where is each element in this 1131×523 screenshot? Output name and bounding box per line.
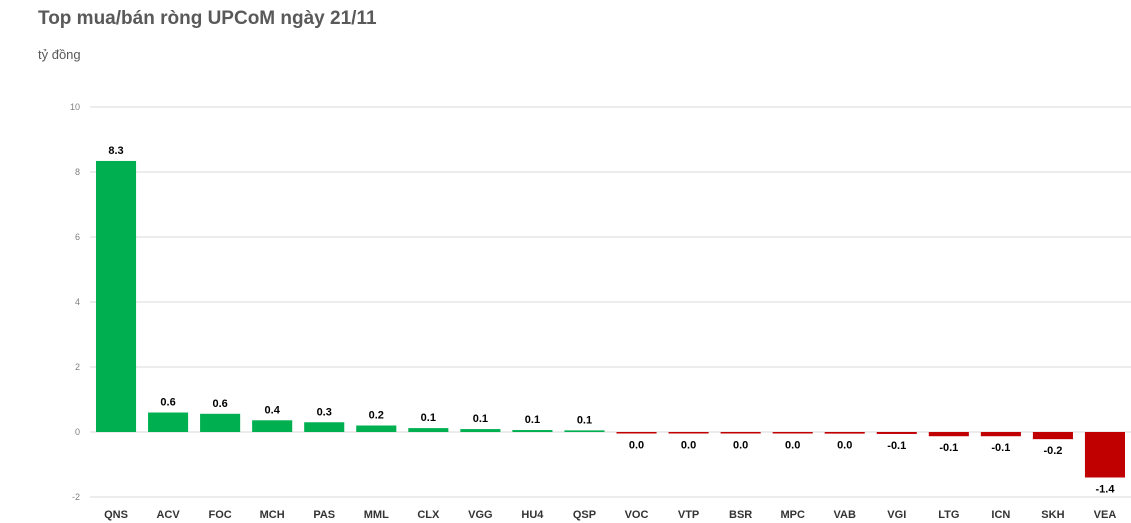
bar: [928, 432, 969, 437]
data-label: 0.0: [785, 440, 800, 452]
category-label: MPC: [780, 509, 805, 521]
category-label: ICN: [991, 509, 1010, 521]
bar: [876, 432, 917, 434]
bar: [304, 422, 345, 432]
category-label: VEA: [1094, 509, 1117, 521]
bar: [460, 429, 501, 432]
data-label: 8.3: [108, 145, 123, 157]
y-tick-label: 6: [75, 232, 80, 242]
data-label: -0.1: [887, 440, 906, 452]
data-label: 0.1: [421, 412, 436, 424]
y-tick-label: 10: [70, 102, 80, 112]
category-label: VGG: [468, 509, 492, 521]
category-label: VAB: [834, 509, 856, 521]
category-label: VOC: [625, 509, 649, 521]
bar: [200, 413, 241, 432]
data-label: 0.6: [160, 397, 175, 409]
category-label: CLX: [417, 509, 440, 521]
data-label: -0.1: [991, 442, 1010, 454]
y-axis-ticks: -2 0 2 4 6 8 10: [70, 102, 80, 502]
bar: [356, 425, 397, 432]
data-label: 0.6: [212, 398, 227, 410]
bar: [668, 432, 709, 434]
bars: [95, 160, 1126, 478]
grid-lines: [90, 106, 1131, 498]
bar: [1084, 432, 1126, 478]
bar: [616, 432, 657, 434]
chart-title: Top mua/bán ròng UPCoM ngày 21/11: [38, 8, 377, 29]
y-tick-label: 2: [75, 362, 80, 372]
data-label: 0.2: [369, 410, 384, 422]
data-label: 0.1: [473, 413, 488, 425]
bar: [1032, 432, 1073, 440]
data-label: 0.1: [577, 414, 592, 426]
data-label: 0.0: [837, 440, 852, 452]
bar: [95, 160, 137, 432]
category-label: VTP: [678, 509, 699, 521]
bar: [824, 432, 865, 434]
bar: [252, 420, 293, 432]
bar: [512, 430, 553, 432]
data-label: 0.0: [681, 440, 696, 452]
bar: [772, 432, 813, 434]
category-label: PAS: [313, 509, 335, 521]
category-label: VGI: [887, 509, 906, 521]
bar: [148, 412, 189, 432]
category-label: SKH: [1041, 509, 1064, 521]
bar: [564, 430, 605, 432]
category-label: QNS: [104, 509, 128, 521]
category-label: LTG: [938, 509, 959, 521]
y-tick-label: 0: [75, 427, 80, 437]
category-label: QSP: [573, 509, 596, 521]
category-labels: QNS ACV FOC MCH PAS MML CLX VGG HU4 QSP VOC VTP BSR M…: [104, 509, 1116, 521]
y-tick-label: 8: [75, 167, 80, 177]
data-label: 0.4: [265, 404, 281, 416]
bar: [408, 428, 449, 432]
data-label: 0.3: [317, 406, 332, 418]
bar: [720, 432, 761, 434]
category-label: HU4: [521, 509, 544, 521]
category-label: FOC: [209, 509, 232, 521]
data-label: -1.4: [1095, 484, 1115, 496]
data-labels: 8.3 0.6 0.6 0.4 0.3 0.2 0.1 0.1 0.1 0.1 0.0 0.0 0.0 0…: [108, 145, 1115, 496]
data-label: 0.0: [733, 440, 748, 452]
category-label: MML: [364, 509, 389, 521]
y-axis-unit-label: tỷ đồng: [38, 47, 81, 62]
data-label: 0.0: [629, 440, 644, 452]
y-tick-label: 4: [75, 297, 80, 307]
data-label: 0.1: [525, 414, 540, 426]
category-label: MCH: [260, 509, 285, 521]
category-label: ACV: [156, 509, 180, 521]
category-label: BSR: [729, 509, 752, 521]
bar: [980, 432, 1021, 437]
y-tick-label: -2: [72, 492, 80, 502]
data-label: -0.1: [939, 442, 958, 454]
data-label: -0.2: [1043, 445, 1062, 457]
